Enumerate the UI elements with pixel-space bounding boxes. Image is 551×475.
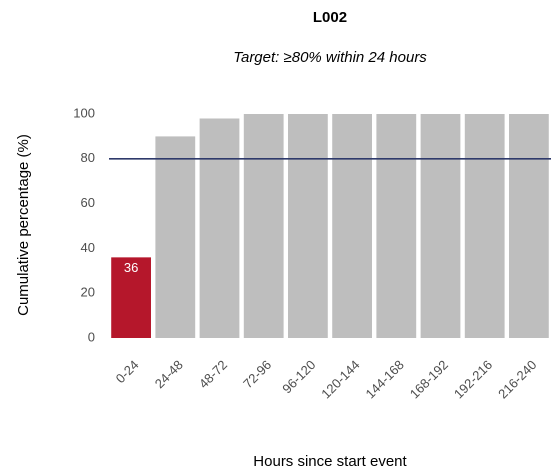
bar xyxy=(199,118,240,338)
x-tick-label: 216-240 xyxy=(495,357,539,401)
x-tick-label: 48-72 xyxy=(196,357,230,391)
x-tick-label: 72-96 xyxy=(240,357,274,391)
x-tick-label: 24-48 xyxy=(152,357,186,391)
bar xyxy=(288,114,328,338)
chart-title: L002 xyxy=(313,9,347,26)
bar xyxy=(509,114,549,338)
y-tick-label: 0 xyxy=(88,329,95,344)
x-tick-label: 168-192 xyxy=(407,357,451,401)
y-tick-label: 100 xyxy=(73,105,95,120)
y-axis-title: Cumulative percentage (%) xyxy=(15,134,32,316)
bar xyxy=(376,114,417,338)
y-tick-label: 20 xyxy=(81,285,95,300)
bar xyxy=(111,257,151,338)
value-label: 36 xyxy=(124,260,138,275)
bar xyxy=(464,114,505,338)
bar xyxy=(332,114,372,338)
bar xyxy=(420,114,461,338)
y-tick-label: 40 xyxy=(81,240,95,255)
x-tick-label: 144-168 xyxy=(363,357,407,401)
bar xyxy=(155,136,196,338)
x-tick-label: 192-216 xyxy=(451,357,495,401)
bar xyxy=(243,114,284,338)
chart-subtitle: Target: ≥80% within 24 hours xyxy=(233,49,427,66)
y-tick-label: 60 xyxy=(81,195,95,210)
x-tick-label: 120-144 xyxy=(318,357,362,401)
x-axis-title: Hours since start event xyxy=(253,453,407,470)
x-tick-label: 0-24 xyxy=(113,357,142,386)
y-tick-label: 80 xyxy=(81,150,95,165)
x-tick-label: 96-120 xyxy=(279,357,318,396)
